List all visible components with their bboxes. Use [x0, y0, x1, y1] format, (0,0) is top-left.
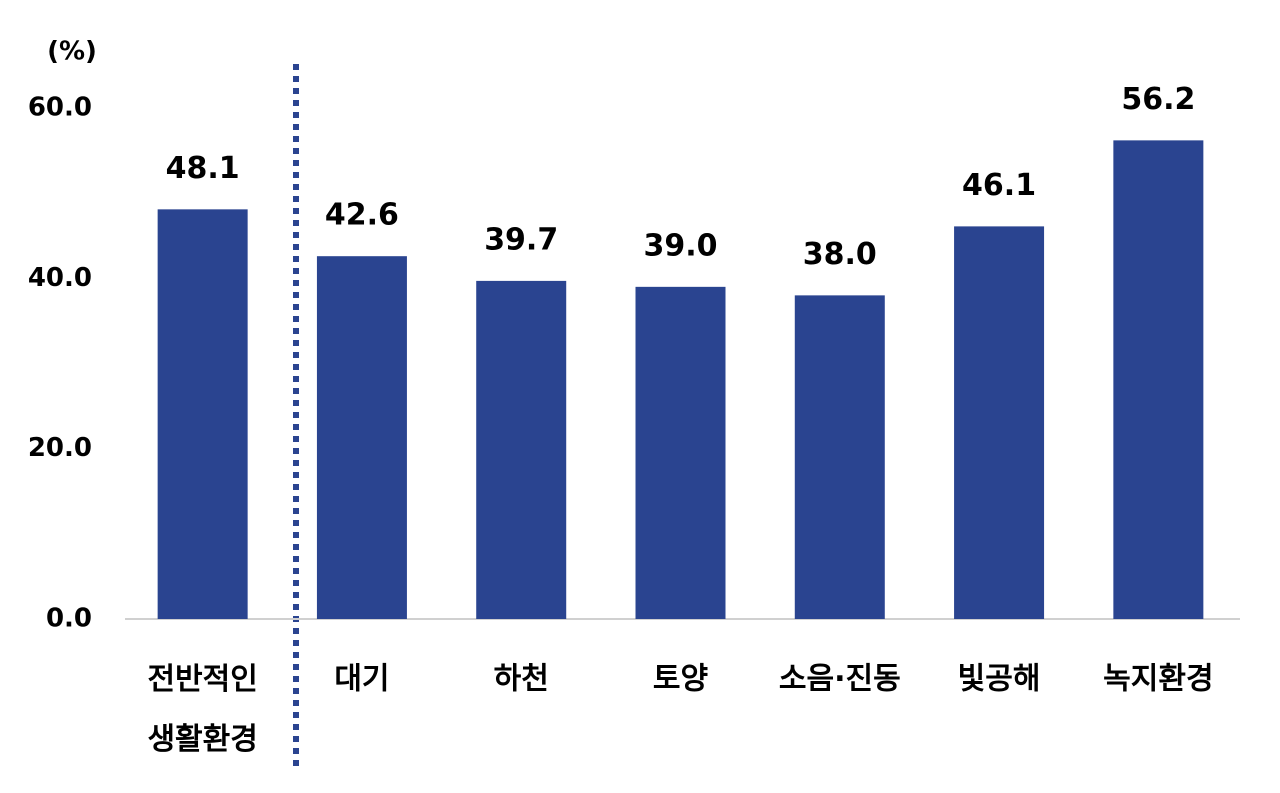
value-label: 39.0 — [643, 228, 717, 263]
y-axis-label: (%) — [47, 37, 97, 67]
x-tick-label: 전반적인 생활환경 — [147, 662, 257, 757]
value-label: 46.1 — [962, 168, 1036, 203]
x-tick-label: 대기 — [334, 662, 389, 697]
y-tick-label: 60.0 — [28, 93, 92, 123]
value-label: 56.2 — [1121, 82, 1195, 117]
value-label: 39.7 — [484, 222, 558, 257]
x-tick-label: 녹지환경 — [1103, 662, 1213, 697]
x-tick-label: 토양 — [653, 662, 708, 697]
value-label: 48.1 — [166, 151, 240, 186]
bar — [157, 209, 248, 619]
y-tick-label: 40.0 — [28, 263, 92, 293]
x-tick-label: 하천 — [494, 662, 549, 697]
bar — [476, 280, 567, 619]
x-tick-label: 소음·진동 — [779, 662, 901, 697]
y-tick-label: 0.0 — [46, 604, 92, 634]
value-label: 38.0 — [803, 237, 877, 272]
value-label: 42.6 — [325, 198, 399, 233]
bar — [954, 226, 1045, 620]
bar — [1113, 140, 1204, 619]
x-tick-label: 빛공해 — [958, 662, 1041, 697]
bar — [316, 256, 407, 619]
bar — [635, 286, 726, 619]
bar — [794, 295, 885, 619]
y-tick-label: 20.0 — [28, 433, 92, 463]
